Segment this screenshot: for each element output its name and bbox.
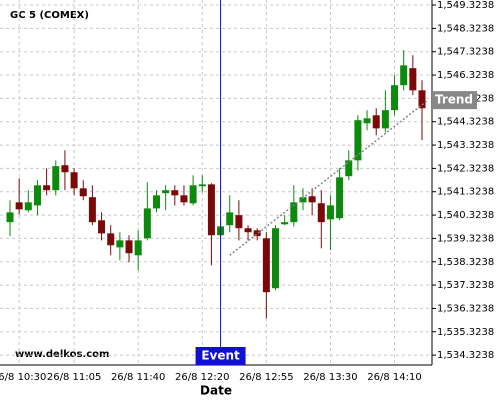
candle-body (345, 160, 353, 177)
y-tick-label: 1,547.3238 (437, 47, 494, 58)
event-label-box (195, 347, 246, 365)
x-tick-label: 26/8 14:10 (367, 372, 421, 383)
trend-label-box (432, 91, 477, 110)
trend-label: Trend (435, 93, 473, 107)
candle-body (52, 166, 60, 191)
candle-body (299, 197, 307, 203)
candle-body (33, 185, 41, 206)
candle-body (363, 118, 371, 124)
y-tick-label: 1,548.3238 (437, 23, 494, 34)
candle-body (107, 233, 115, 246)
trend-line (229, 99, 429, 256)
candle-body (143, 208, 151, 239)
candle-body (409, 68, 417, 91)
x-axis-title: Date (200, 384, 232, 398)
x-tick-label: 26/8 13:30 (303, 372, 357, 383)
candle-body (207, 184, 215, 236)
candle-body (336, 177, 344, 219)
candle-body (381, 110, 389, 129)
watermark: www.delkos.com (15, 349, 109, 360)
candle-body (70, 172, 78, 189)
y-tick-label: 1,541.3238 (437, 187, 494, 198)
candle-body (253, 230, 261, 237)
y-tick-label: 1,542.3238 (437, 163, 494, 174)
candle-body (6, 212, 14, 223)
candle-body (134, 240, 142, 256)
y-tick-label: 1,540.3238 (437, 210, 494, 221)
candle-body (400, 65, 408, 86)
y-tick-label: 1,543.3238 (437, 140, 494, 151)
candle-body (226, 212, 234, 226)
candle-body (189, 185, 197, 204)
candle-body (79, 188, 87, 197)
candle-body (281, 222, 289, 225)
y-tick-label: 1,536.3238 (437, 303, 494, 314)
x-tick-label: 26/8 11:05 (47, 372, 101, 383)
candle-body (262, 238, 270, 293)
candle-body (98, 220, 106, 234)
candle-body (391, 85, 399, 111)
candle-body (171, 190, 179, 196)
candle-body (180, 195, 188, 203)
y-tick-label: 1,534.3238 (437, 350, 494, 361)
candle-body (308, 196, 316, 203)
y-tick-label: 1,535.3238 (437, 327, 494, 338)
candle-body (418, 90, 426, 109)
candle-body (15, 202, 23, 210)
candle-body (290, 202, 298, 223)
candle-body (24, 202, 32, 211)
candle-body (43, 185, 51, 191)
chart-title: GC 5 (COMEX) (10, 10, 89, 21)
x-tick-label: 26/8 10:30 (0, 372, 46, 383)
y-tick-label: 1,549.3238 (437, 0, 494, 11)
candle-body (125, 240, 133, 254)
candle-body (354, 120, 362, 161)
candle-body (88, 197, 96, 223)
candle-body (372, 115, 380, 129)
candle-body (235, 215, 243, 229)
candle-body (198, 184, 206, 187)
candle-body (116, 240, 124, 248)
x-tick-label: 26/8 12:55 (239, 372, 293, 383)
event-label: Event (201, 349, 240, 363)
x-tick-label: 26/8 11:40 (111, 372, 165, 383)
candle-body (162, 190, 170, 194)
y-tick-label: 1,539.3238 (437, 233, 494, 244)
y-tick-label: 1,544.3238 (437, 117, 494, 128)
candle-body (272, 228, 280, 289)
candle-body (61, 165, 69, 173)
y-tick-label: 1,538.3238 (437, 257, 494, 268)
y-tick-label: 1,546.3238 (437, 70, 494, 81)
x-tick-label: 26/8 12:20 (175, 372, 229, 383)
candle-body (244, 228, 252, 233)
candle-body (326, 205, 334, 220)
candle-body (317, 203, 325, 223)
y-tick-label: 1,537.3238 (437, 280, 494, 291)
candle-body (152, 195, 160, 209)
